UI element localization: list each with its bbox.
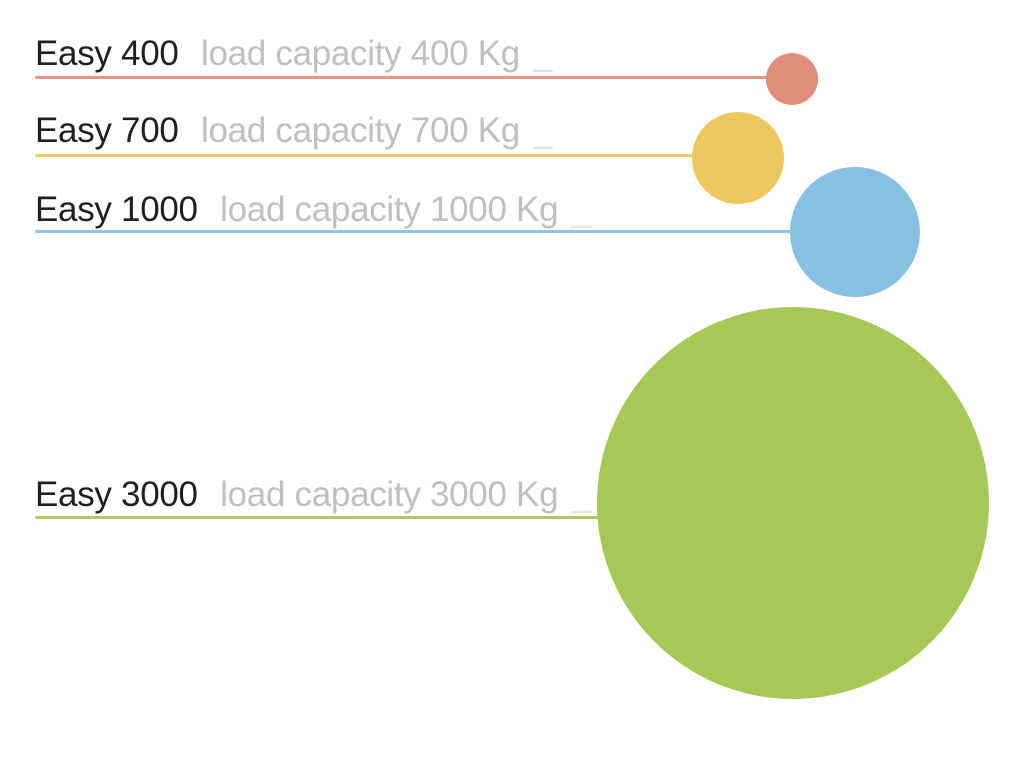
product-name: Easy 700 (35, 111, 179, 150)
trailing-underscore: _ (571, 190, 591, 229)
row-label: Easy 400 load capacity 400 Kg _ (35, 36, 553, 71)
capacity-label: load capacity 1000 Kg (220, 190, 559, 229)
trailing-underscore: _ (533, 34, 553, 73)
leader-line (35, 76, 792, 79)
row-label: Easy 700 load capacity 700 Kg _ (35, 113, 553, 148)
row-label: Easy 3000 load capacity 3000 Kg _ (35, 477, 591, 512)
capacity-label: load capacity 400 Kg (200, 34, 520, 73)
capacity-bubble (692, 112, 784, 204)
capacity-label: load capacity 3000 Kg (220, 475, 559, 514)
capacity-label: load capacity 700 Kg (200, 111, 520, 150)
capacity-bubble (597, 307, 989, 699)
product-name: Easy 1000 (35, 190, 198, 229)
row-label: Easy 1000 load capacity 1000 Kg _ (35, 192, 591, 227)
capacity-bubble (766, 53, 818, 105)
trailing-underscore: _ (533, 111, 553, 150)
trailing-underscore: _ (571, 475, 591, 514)
product-name: Easy 3000 (35, 475, 198, 514)
capacity-bubble (790, 167, 920, 297)
leader-line (35, 230, 855, 233)
leader-line (35, 154, 738, 157)
product-name: Easy 400 (35, 34, 179, 73)
leader-line (35, 516, 793, 519)
